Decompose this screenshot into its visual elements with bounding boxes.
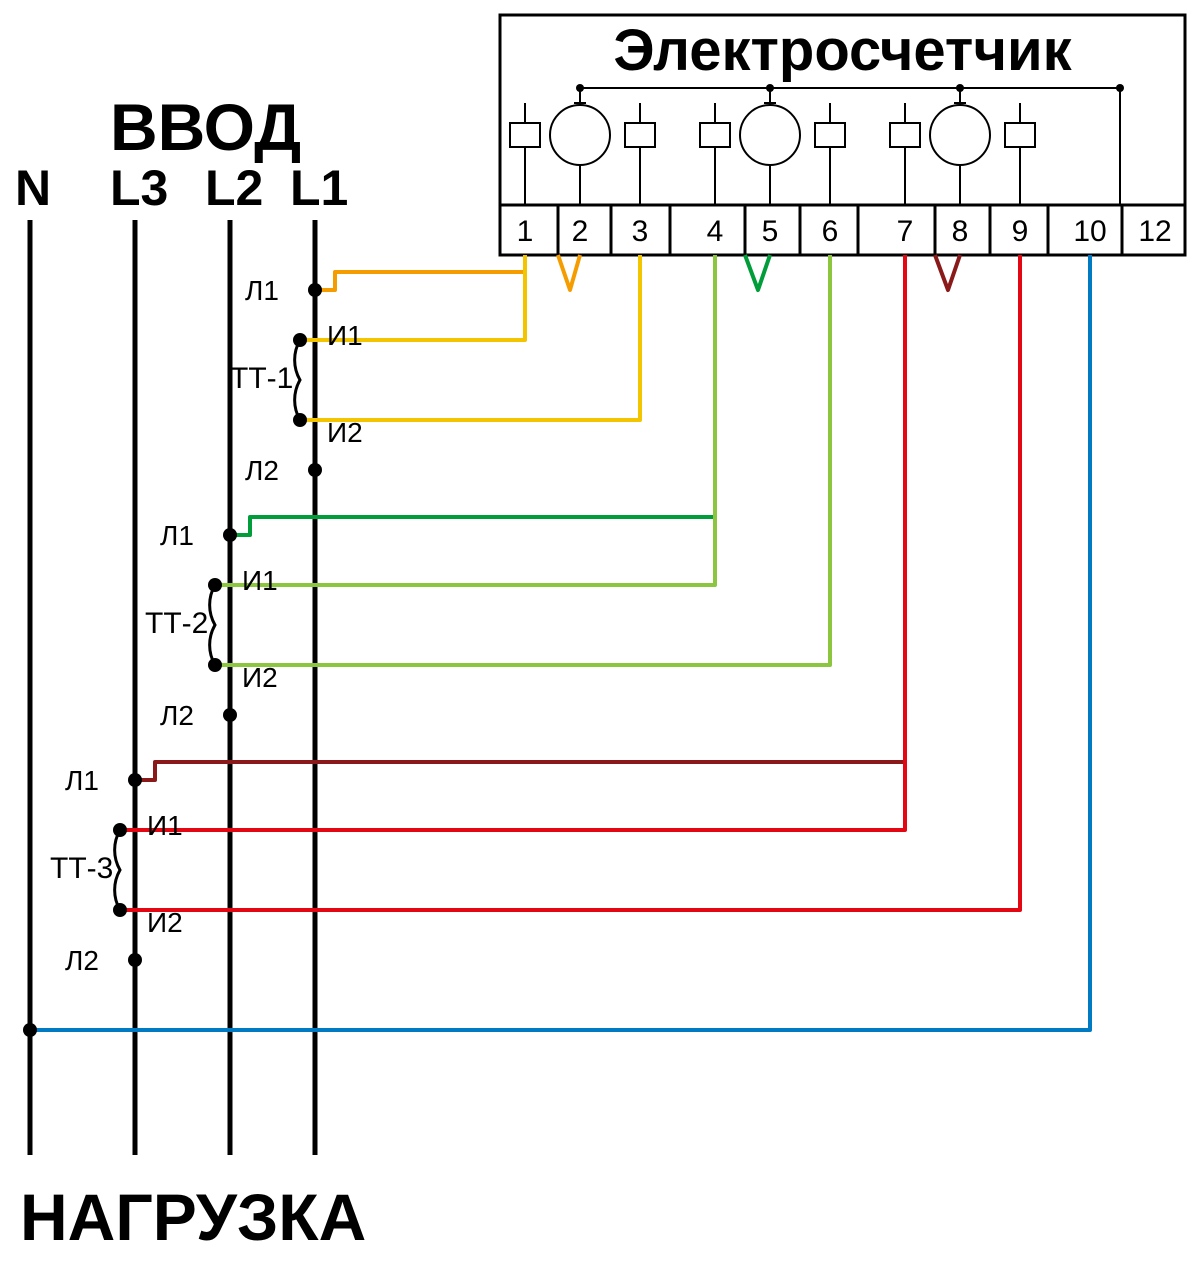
label: 8 [952,215,969,248]
label: 1 [517,215,534,248]
label: 4 [707,215,724,248]
label: 9 [1012,215,1029,248]
label: 5 [762,215,779,248]
wire [215,255,830,665]
wiring-diagram: Электросчетчик1234567891012ВВОДНАГРУЗКАN… [0,0,1204,1278]
label: Электросчетчик [613,18,1072,83]
label: 2 [572,215,589,248]
wire [315,255,525,290]
wire [935,255,960,290]
label: И1 [147,810,183,841]
label: 10 [1073,215,1106,248]
label: ТТ-3 [50,852,113,885]
label: ВВОД [110,90,301,164]
label: И1 [242,565,278,596]
label: Л1 [245,275,279,306]
label: НАГРУЗКА [20,1180,366,1254]
label: И2 [327,417,363,448]
label: 12 [1138,215,1171,248]
wire [745,255,770,290]
label: 3 [632,215,649,248]
label: ТТ-1 [230,362,293,395]
label: Л1 [160,520,194,551]
label: Л1 [65,765,99,796]
label: 6 [822,215,839,248]
label: N [15,160,51,216]
label: L2 [205,160,263,216]
wire [558,255,580,290]
label: ТТ-2 [145,607,208,640]
label: И2 [147,907,183,938]
label: L1 [290,160,348,216]
label: Л2 [65,945,99,976]
label: 7 [897,215,914,248]
label: И2 [242,662,278,693]
wire [30,255,1090,1030]
label: L3 [110,160,168,216]
label: Л2 [160,700,194,731]
label: Л2 [245,455,279,486]
label: И1 [327,320,363,351]
wire [230,255,715,535]
